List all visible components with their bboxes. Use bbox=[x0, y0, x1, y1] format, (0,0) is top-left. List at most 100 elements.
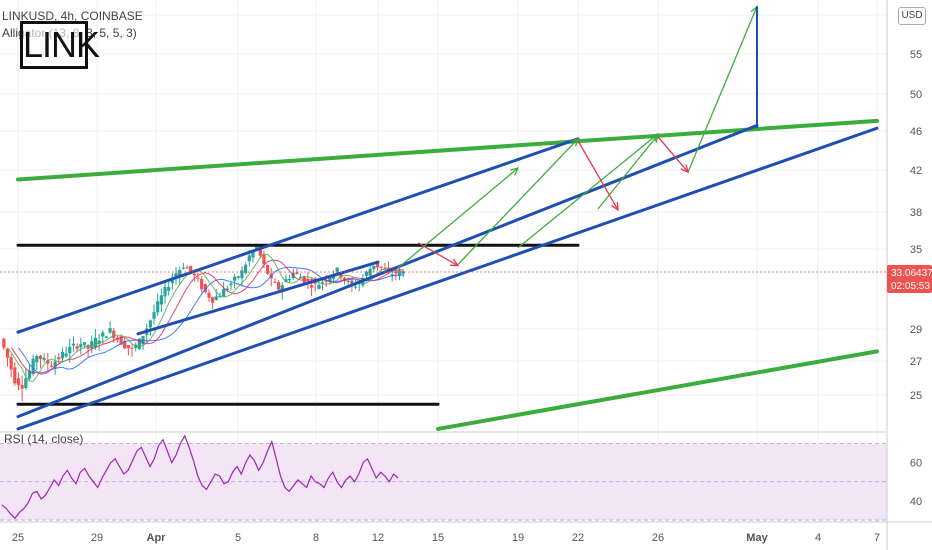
alligator-teeth bbox=[10, 259, 404, 375]
candle-body bbox=[364, 271, 369, 276]
y-tick-label: 35 bbox=[910, 244, 922, 256]
drawings[interactable] bbox=[16, 5, 879, 431]
candle-body bbox=[75, 346, 79, 349]
candle-body bbox=[60, 351, 65, 359]
candle-body bbox=[53, 361, 57, 369]
x-tick-label: 26 bbox=[652, 532, 664, 544]
candle-body bbox=[255, 245, 259, 249]
projection-arrow-down bbox=[577, 140, 619, 211]
x-tick-label: 7 bbox=[874, 532, 880, 544]
candle-body bbox=[211, 297, 215, 303]
projection-arrow-up-head bbox=[650, 132, 660, 142]
y-tick-label: 46 bbox=[910, 126, 922, 138]
candle-body bbox=[68, 346, 72, 354]
x-tick-label: 19 bbox=[512, 532, 524, 544]
rsi-tick-label: 40 bbox=[910, 496, 922, 508]
currency-button[interactable]: USD bbox=[898, 7, 926, 25]
candle-body bbox=[167, 287, 171, 291]
candle-body bbox=[13, 367, 17, 384]
candle-body bbox=[339, 273, 343, 278]
channel-line bbox=[16, 137, 580, 334]
candle-body bbox=[189, 265, 193, 272]
y-tick-label: 38 bbox=[910, 207, 922, 219]
candle-body bbox=[148, 320, 152, 328]
candle-body bbox=[317, 284, 321, 289]
candle-body bbox=[244, 264, 248, 274]
candle-body bbox=[108, 328, 112, 333]
candle-body bbox=[397, 270, 402, 276]
candle-body bbox=[379, 266, 383, 268]
candle-body bbox=[97, 340, 101, 345]
candle-body bbox=[266, 264, 270, 274]
candle-body bbox=[394, 271, 398, 274]
channel-line bbox=[16, 123, 759, 419]
candle-body bbox=[123, 340, 127, 349]
candle-body bbox=[222, 288, 226, 297]
candle-body bbox=[152, 312, 156, 319]
candle-body bbox=[236, 276, 240, 278]
candle-body bbox=[16, 378, 21, 386]
candle-body bbox=[207, 292, 211, 298]
candle-body bbox=[383, 268, 387, 270]
candle-body bbox=[64, 353, 68, 357]
candle-body bbox=[229, 283, 233, 286]
candle-body bbox=[192, 273, 196, 276]
candle-body bbox=[346, 281, 350, 283]
projection-arrow-down bbox=[657, 136, 689, 173]
projection-arrow-down-head bbox=[680, 164, 689, 174]
last-price-tag-bg bbox=[887, 265, 932, 293]
candle-body bbox=[309, 285, 314, 288]
candle-body bbox=[9, 357, 13, 370]
candle-body bbox=[302, 276, 306, 283]
candle-body bbox=[181, 267, 185, 269]
projection-arrow-up-head bbox=[650, 133, 659, 143]
candle-body bbox=[86, 345, 90, 349]
candle-body bbox=[262, 254, 266, 265]
candle-body bbox=[27, 370, 32, 379]
y-tick-label: 25 bbox=[910, 390, 922, 402]
green-trend-line bbox=[16, 118, 879, 182]
y-tick-label: 42 bbox=[910, 165, 922, 177]
candle-body bbox=[174, 273, 178, 279]
candle-body bbox=[284, 279, 288, 282]
y-tick-label: 50 bbox=[910, 89, 922, 101]
candle-body bbox=[353, 286, 358, 288]
green-trend-line bbox=[436, 349, 879, 431]
candle-body bbox=[24, 378, 28, 389]
candle-body bbox=[335, 267, 339, 273]
candle-body bbox=[368, 268, 372, 276]
y-tick-label: 27 bbox=[910, 356, 922, 368]
candle-body bbox=[101, 332, 105, 337]
y-tick-label: 29 bbox=[910, 324, 922, 336]
candle-body bbox=[251, 250, 255, 258]
candle-body bbox=[390, 274, 394, 276]
rsi-legend: RSI (14, close) bbox=[4, 432, 83, 446]
projection-arrow-down-head bbox=[611, 201, 619, 212]
y-tick-label: 55 bbox=[910, 49, 922, 61]
projection-arrow-up bbox=[397, 167, 519, 269]
candle-body bbox=[170, 279, 174, 284]
candle-body bbox=[218, 295, 222, 298]
last-price-value: 33.06437 bbox=[891, 268, 932, 279]
candle-body bbox=[156, 301, 160, 313]
last-price-tag: 33.06437 02:05:53 bbox=[887, 265, 932, 293]
candle-body bbox=[71, 343, 76, 346]
alligator-lines bbox=[7, 253, 404, 382]
projection-arrow-up-head bbox=[510, 167, 520, 176]
candle-body bbox=[328, 277, 332, 282]
candle-body bbox=[258, 246, 262, 256]
candle-body bbox=[20, 385, 24, 389]
x-tick-label: 4 bbox=[815, 532, 821, 544]
candle-body bbox=[79, 344, 83, 348]
x-tick-label: 12 bbox=[372, 532, 384, 544]
x-tick-label: 25 bbox=[12, 532, 24, 544]
candle-body bbox=[49, 365, 54, 367]
projection-arrow-up bbox=[687, 6, 758, 173]
candle-body bbox=[203, 284, 207, 293]
projection-arrow-up bbox=[597, 134, 659, 210]
candle-body bbox=[277, 282, 281, 290]
candle-body bbox=[159, 295, 163, 305]
candle-body bbox=[247, 255, 251, 262]
rsi-line bbox=[1, 434, 399, 520]
